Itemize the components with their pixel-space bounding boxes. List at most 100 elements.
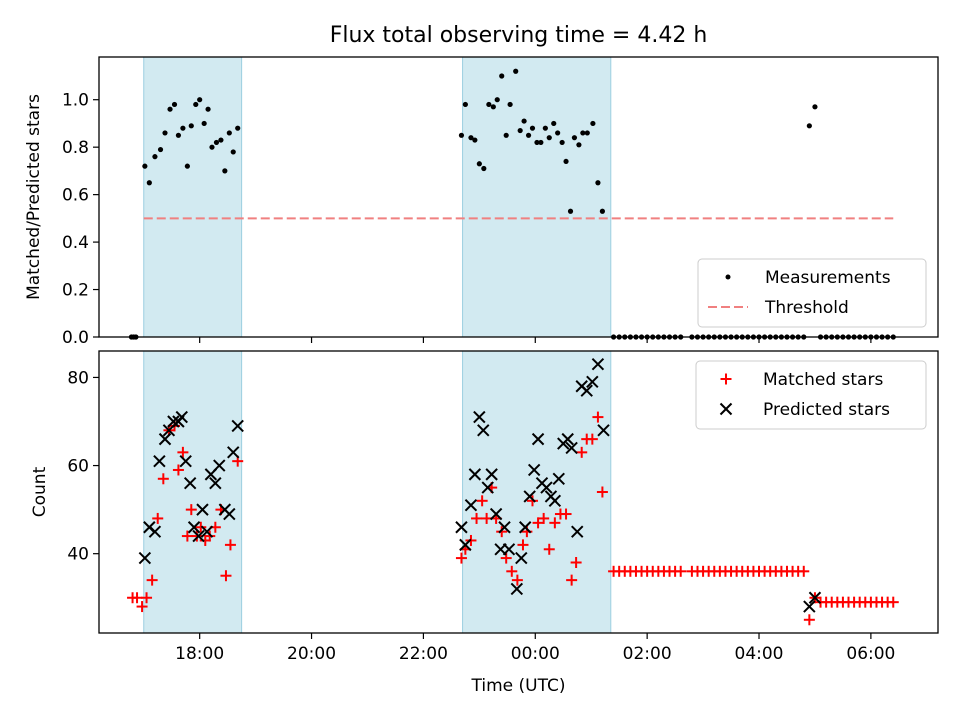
predicted-star-point — [510, 582, 524, 596]
matched-star-point — [549, 517, 561, 529]
predicted-star-point — [485, 468, 498, 481]
matched-star-point — [592, 411, 604, 423]
measurement-point — [197, 97, 203, 103]
measurement-point — [580, 130, 586, 136]
measurement-point — [152, 154, 158, 160]
predicted-star-point — [179, 454, 192, 468]
top-y-axis: 0.0 0.2 0.4 0.6 0.8 1.0 — [62, 91, 99, 348]
predicted-star-point — [803, 600, 816, 613]
bottom-plot-frame — [98, 350, 939, 634]
measurement-point — [513, 68, 519, 74]
predicted-star-point — [519, 521, 532, 534]
legend-measurements-label: Measurements — [765, 268, 891, 288]
predicted-star-point — [565, 441, 578, 455]
predicted-star-point — [464, 499, 478, 512]
measurement-point — [571, 135, 578, 141]
measurement-point — [576, 142, 582, 148]
measurement-point — [184, 163, 190, 169]
measurement-point — [521, 118, 527, 124]
predicted-star-point — [473, 410, 486, 424]
measurement-point — [806, 123, 812, 129]
legend-predicted-label: Predicted stars — [763, 400, 890, 420]
predicted-star-point — [477, 424, 490, 437]
predicted-star-point — [183, 476, 197, 490]
predicted-star-point — [571, 525, 584, 538]
matched-star-point — [517, 539, 529, 551]
predicted-star-point — [561, 432, 574, 446]
y-tick-label: 80 — [67, 368, 89, 388]
measurement-point — [157, 146, 164, 153]
measurement-point — [551, 120, 557, 127]
y-tick-label: 0.6 — [62, 186, 89, 206]
top-y-axis-label: Matched/Predicted stars — [24, 94, 44, 300]
matched-star-point — [511, 574, 523, 586]
predicted-star-point — [498, 521, 511, 534]
measurement-point — [458, 132, 465, 138]
x-tick-label: 02:00 — [623, 644, 672, 664]
chart-title: Flux total observing time = 4.42 h — [330, 23, 708, 48]
matched-star-point — [195, 521, 207, 533]
matched-star-point — [798, 565, 810, 577]
measurement-point — [595, 180, 601, 186]
measurement-point — [481, 165, 487, 172]
measurement-point — [162, 130, 168, 136]
legend-matched-label: Matched stars — [763, 370, 883, 390]
measurement-point — [567, 208, 574, 214]
x-tick-label: 22:00 — [399, 644, 448, 664]
measurement-point — [525, 132, 532, 138]
legend-matched-marker — [720, 373, 732, 385]
observing-window — [143, 350, 243, 634]
measurement-point — [584, 130, 590, 136]
predicted-star-point — [455, 521, 468, 534]
measurement-point — [213, 139, 220, 146]
observing-window — [143, 56, 243, 338]
matched-star-point — [455, 552, 467, 564]
legend-threshold-label: Threshold — [764, 298, 849, 318]
measurement-point — [563, 158, 569, 165]
legend-predicted-glyph — [719, 402, 733, 416]
matched-star-point — [506, 565, 518, 577]
measurement-point — [468, 135, 474, 141]
matched-star-point — [538, 512, 550, 524]
bottom-legend-box — [695, 360, 927, 430]
matched-star-point — [177, 446, 189, 458]
predicted-star-point — [531, 432, 545, 446]
predicted-star-point — [808, 591, 822, 604]
matched-star-point — [576, 446, 588, 458]
matched-star-point — [481, 512, 493, 524]
matched-star-point — [596, 486, 608, 498]
measurement-point — [486, 101, 492, 108]
predicted-star-points — [138, 358, 822, 613]
matched-star-point — [560, 508, 572, 520]
measurement-point — [209, 144, 215, 150]
predicted-star-point — [527, 463, 541, 477]
predicted-star-point — [209, 476, 222, 490]
measurement-point — [490, 104, 496, 110]
measurement-point — [517, 127, 523, 134]
predicted-star-point — [196, 503, 209, 516]
measurement-point — [146, 180, 152, 186]
x-tick-label: 00:00 — [511, 644, 560, 664]
y-tick-label: 0.2 — [62, 281, 89, 301]
x-tick-label: 20:00 — [287, 644, 336, 664]
predicted-star-point — [192, 529, 205, 543]
predicted-star-point — [153, 454, 166, 468]
matched-star-point — [566, 574, 578, 586]
predicted-star-point — [200, 525, 214, 538]
predicted-star-point — [213, 459, 226, 472]
predicted-star-point — [502, 543, 516, 556]
predicted-star-point — [468, 468, 482, 481]
measurement-point — [188, 123, 194, 129]
matched-star-point — [476, 495, 488, 507]
measurement-point — [503, 132, 509, 138]
y-tick-label: 40 — [67, 545, 89, 565]
predicted-star-point — [138, 551, 152, 565]
measurement-point — [171, 101, 178, 108]
matched-star-point — [172, 464, 184, 476]
measurement-point — [555, 130, 561, 136]
predicted-star-point — [148, 525, 162, 538]
measurement-point — [476, 161, 482, 167]
top-panel: 0.0 0.2 0.4 0.6 0.8 1.0 Matched/Predicted sta… — [24, 56, 939, 348]
measurement-point — [542, 125, 548, 131]
